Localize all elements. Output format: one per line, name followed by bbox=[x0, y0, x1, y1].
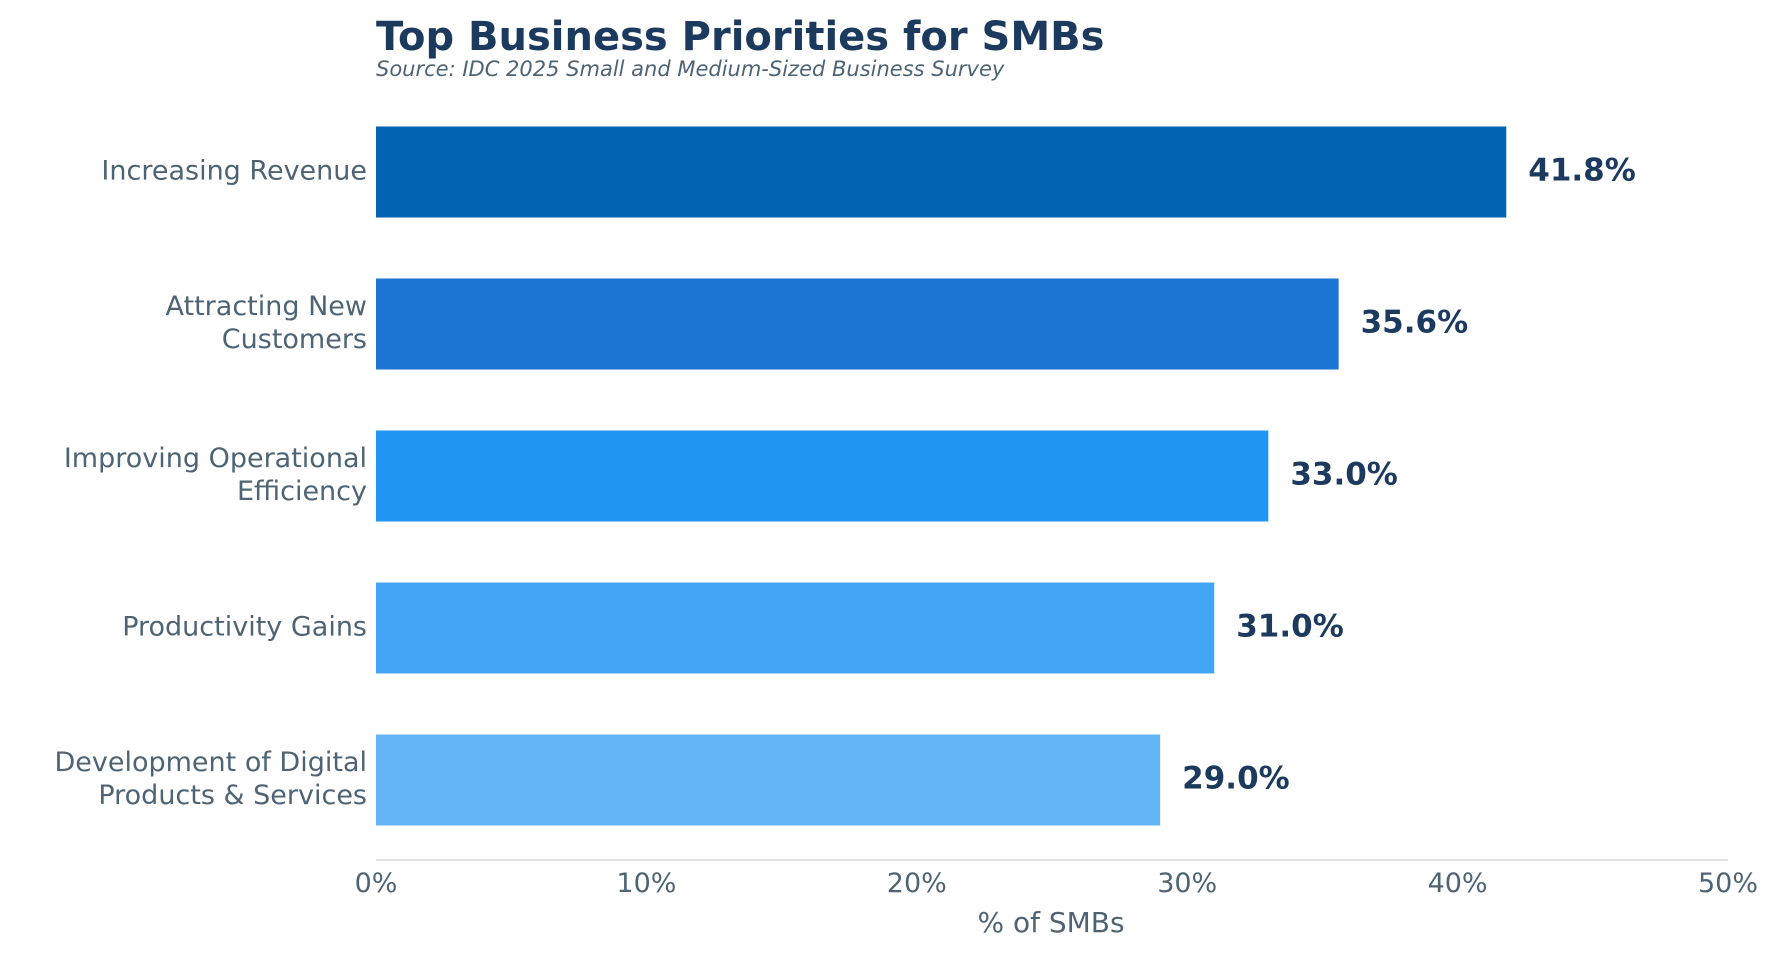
bar-value-label: 31.0% bbox=[1236, 609, 1344, 645]
x-axis-title: % of SMBs bbox=[977, 906, 1124, 939]
value-labels-group: 41.8% 35.6% 33.0% 31.0% 29.0% bbox=[1182, 153, 1636, 797]
category-label-line: Efficiency bbox=[237, 476, 367, 507]
category-label-line: Customers bbox=[222, 324, 367, 355]
category-label: Improving Operational Efficiency bbox=[64, 443, 367, 507]
bar bbox=[376, 430, 1269, 522]
category-label: Productivity Gains bbox=[122, 612, 367, 643]
x-tick-label: 20% bbox=[887, 868, 947, 899]
bar-value-label: 29.0% bbox=[1182, 761, 1290, 797]
bars-group bbox=[376, 126, 1507, 826]
x-tick-label: 30% bbox=[1157, 868, 1217, 899]
category-label-line: Attracting New bbox=[166, 291, 367, 322]
category-label-line: Products & Services bbox=[98, 780, 367, 811]
chart-title: Top Business Priorities for SMBs bbox=[376, 14, 1104, 60]
category-label-line: Productivity Gains bbox=[122, 612, 367, 643]
x-tick-label: 40% bbox=[1428, 868, 1488, 899]
bar bbox=[376, 734, 1161, 826]
chart-subtitle: Source: IDC 2025 Small and Medium-Sized … bbox=[376, 57, 1005, 81]
bar-value-label: 41.8% bbox=[1528, 153, 1636, 189]
x-tick-label: 10% bbox=[616, 868, 676, 899]
bar-value-label: 33.0% bbox=[1290, 457, 1398, 493]
category-label: Development of Digital Products & Service… bbox=[54, 747, 367, 811]
x-tick-labels-group: 0% 10% 20% 30% 40% 50% bbox=[355, 868, 1758, 899]
category-label: Increasing Revenue bbox=[101, 156, 367, 187]
bar bbox=[376, 582, 1215, 674]
category-label-line: Improving Operational bbox=[64, 443, 367, 474]
category-label: Attracting New Customers bbox=[166, 291, 367, 355]
x-tick-label: 50% bbox=[1698, 868, 1758, 899]
category-label-line: Increasing Revenue bbox=[101, 156, 367, 187]
bar-value-label: 35.6% bbox=[1361, 305, 1469, 341]
bar bbox=[376, 278, 1339, 370]
category-labels-group: Increasing Revenue Attracting New Customer… bbox=[54, 156, 367, 812]
x-tick-label: 0% bbox=[355, 868, 398, 899]
category-label-line: Development of Digital bbox=[54, 747, 367, 778]
bar bbox=[376, 126, 1507, 218]
